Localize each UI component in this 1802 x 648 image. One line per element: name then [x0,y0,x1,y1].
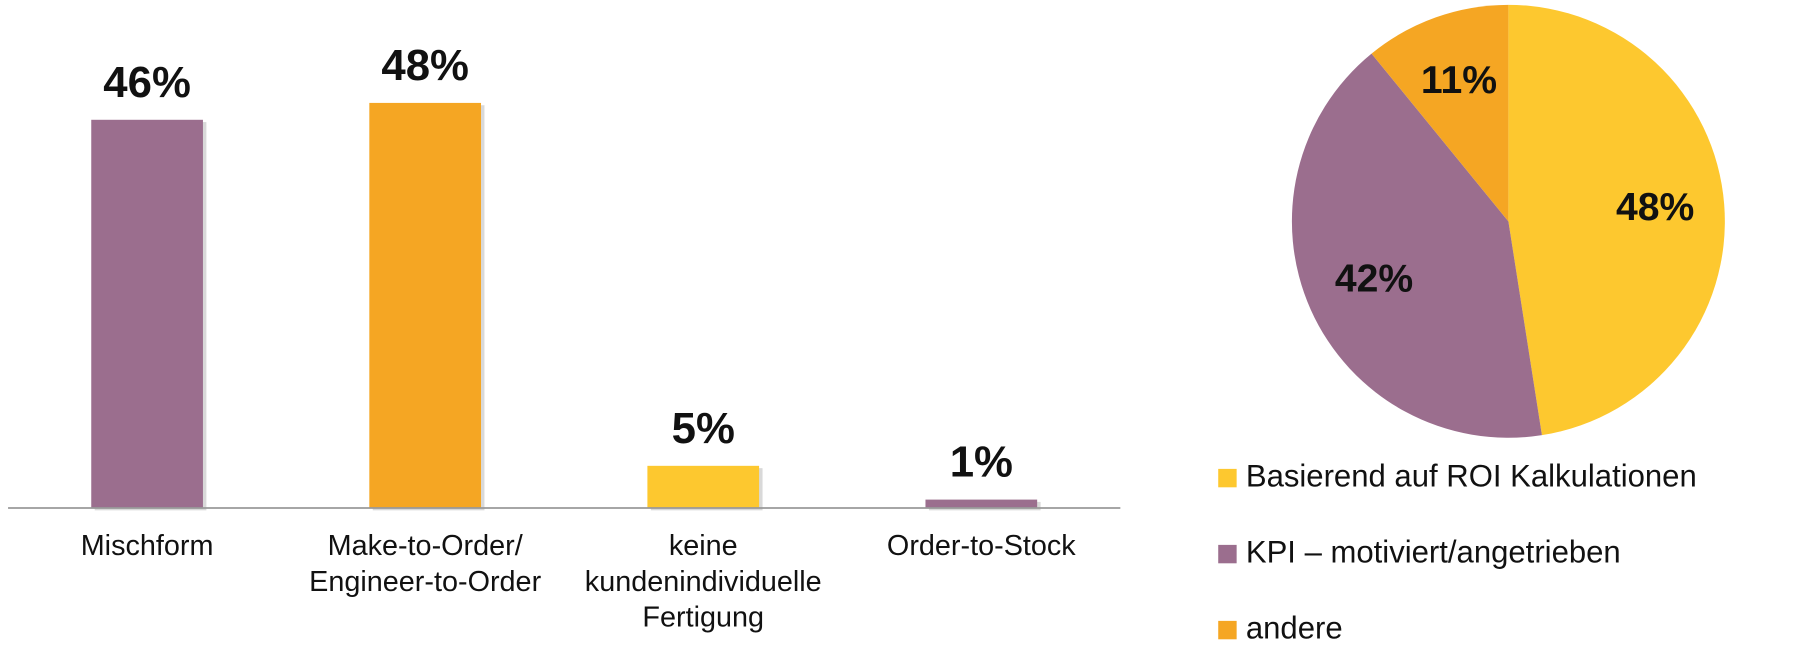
value-label: 42% [1335,258,1413,301]
pie-slice [1508,4,1725,436]
pie-slice [1291,53,1542,438]
legend-swatch [1218,468,1237,488]
bar [925,499,1038,509]
bar [91,119,203,509]
legend-label: KPI – motiviert/angetrieben [1246,534,1621,569]
category-label: keine kundenindividuelle Fertigung [584,529,822,634]
category-label-box: Mischform [80,529,214,563]
legend-swatch [1218,620,1237,640]
value-label: 5% [672,404,735,453]
category-label: Mischform [80,529,214,563]
category-label: Make-to-Order/ Engineer-to-Order [309,529,542,598]
bar [647,465,760,509]
legend-swatch [1218,544,1237,564]
value-label: 48% [381,41,469,90]
category-label-box: Order-to-Stock [886,529,1076,563]
pie-slice [1371,4,1509,222]
category-label-box: keine kundenindividuelle Fertigung [584,529,822,634]
bar [369,102,482,509]
value-label: 1% [950,438,1013,487]
value-label: 11% [1421,59,1497,102]
value-label: 48% [1616,186,1694,229]
category-label: Order-to-Stock [886,529,1076,563]
category-label-box: Make-to-Order/ Engineer-to-Order [309,529,542,598]
value-label: 46% [103,58,191,107]
legend-label: andere [1246,610,1343,643]
legend-label: Basierend auf ROI Kalkulationen [1246,458,1697,493]
